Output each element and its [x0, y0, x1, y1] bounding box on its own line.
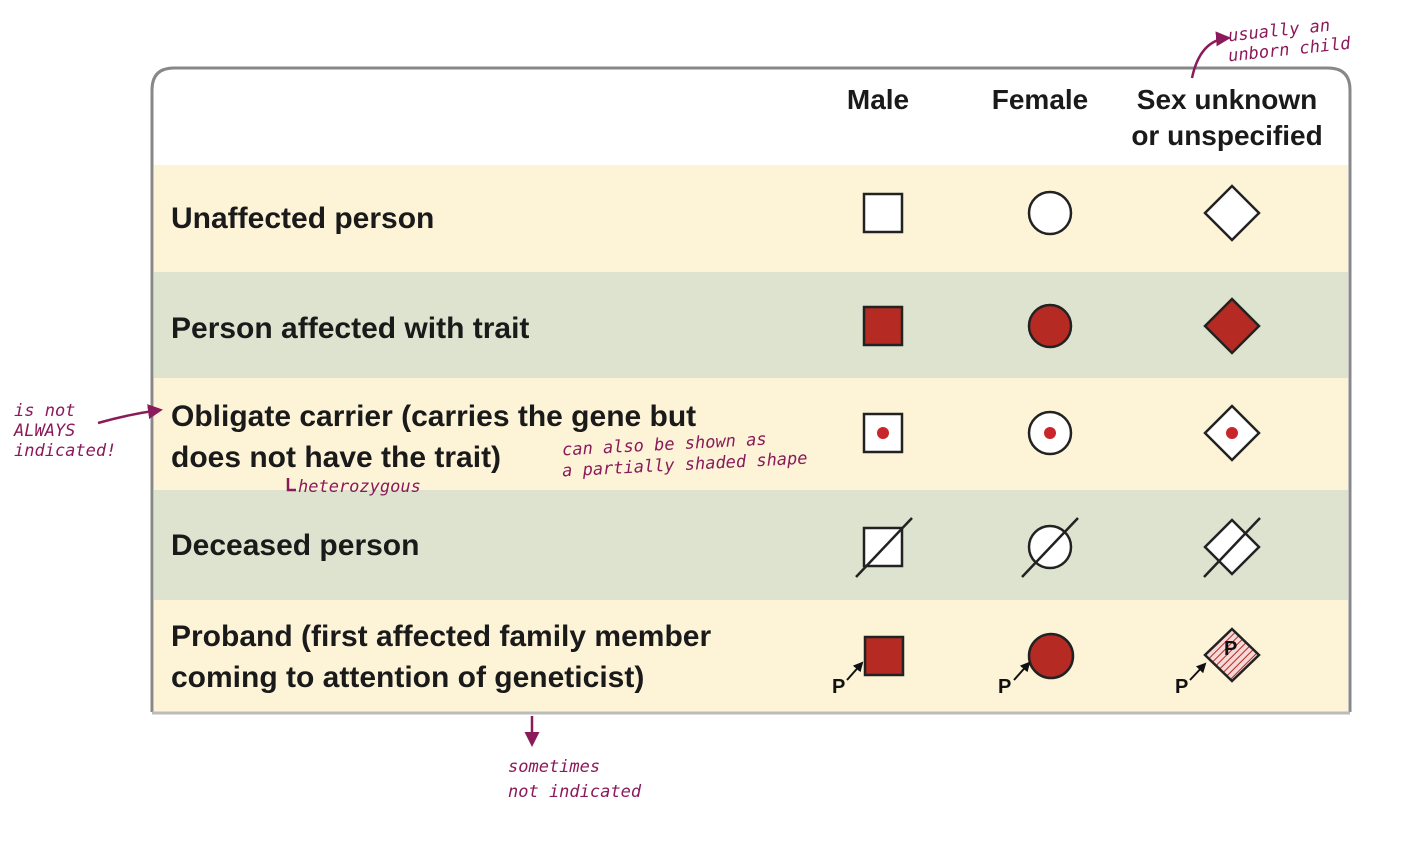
- proband-arrows: [846, 661, 1207, 681]
- row-label: Proband (first affected family member: [171, 620, 712, 653]
- annotation: heterozygous: [298, 477, 421, 497]
- column-header: Female: [991, 84, 1089, 115]
- proband-marker: P: [1175, 676, 1189, 698]
- column-header: Sex unknown: [1136, 84, 1318, 115]
- row-label: Unaffected person: [171, 201, 435, 235]
- proband-marker: P: [1224, 638, 1238, 660]
- proband-marker: P: [832, 676, 846, 698]
- row-label: does not have the trait): [171, 441, 502, 474]
- symbol-grid: [855, 184, 1261, 683]
- column-header: Male: [846, 84, 910, 115]
- annotation: ALWAYS: [14, 421, 76, 441]
- column-header: or unspecified: [1131, 120, 1323, 151]
- row-label: Person affected with trait: [171, 311, 530, 345]
- row-label: coming to attention of geneticist): [171, 661, 645, 694]
- row-label: Deceased person: [171, 528, 420, 562]
- annotation-arrows: [97, 31, 1231, 747]
- annotation: sometimes: [508, 757, 601, 777]
- proband-marker: P: [998, 676, 1012, 698]
- row-label: Obligate carrier (carries the gene but: [171, 400, 697, 433]
- annotation: not indicated: [508, 782, 642, 802]
- annotation: indicated!: [14, 441, 117, 461]
- annotation: is not: [14, 401, 76, 421]
